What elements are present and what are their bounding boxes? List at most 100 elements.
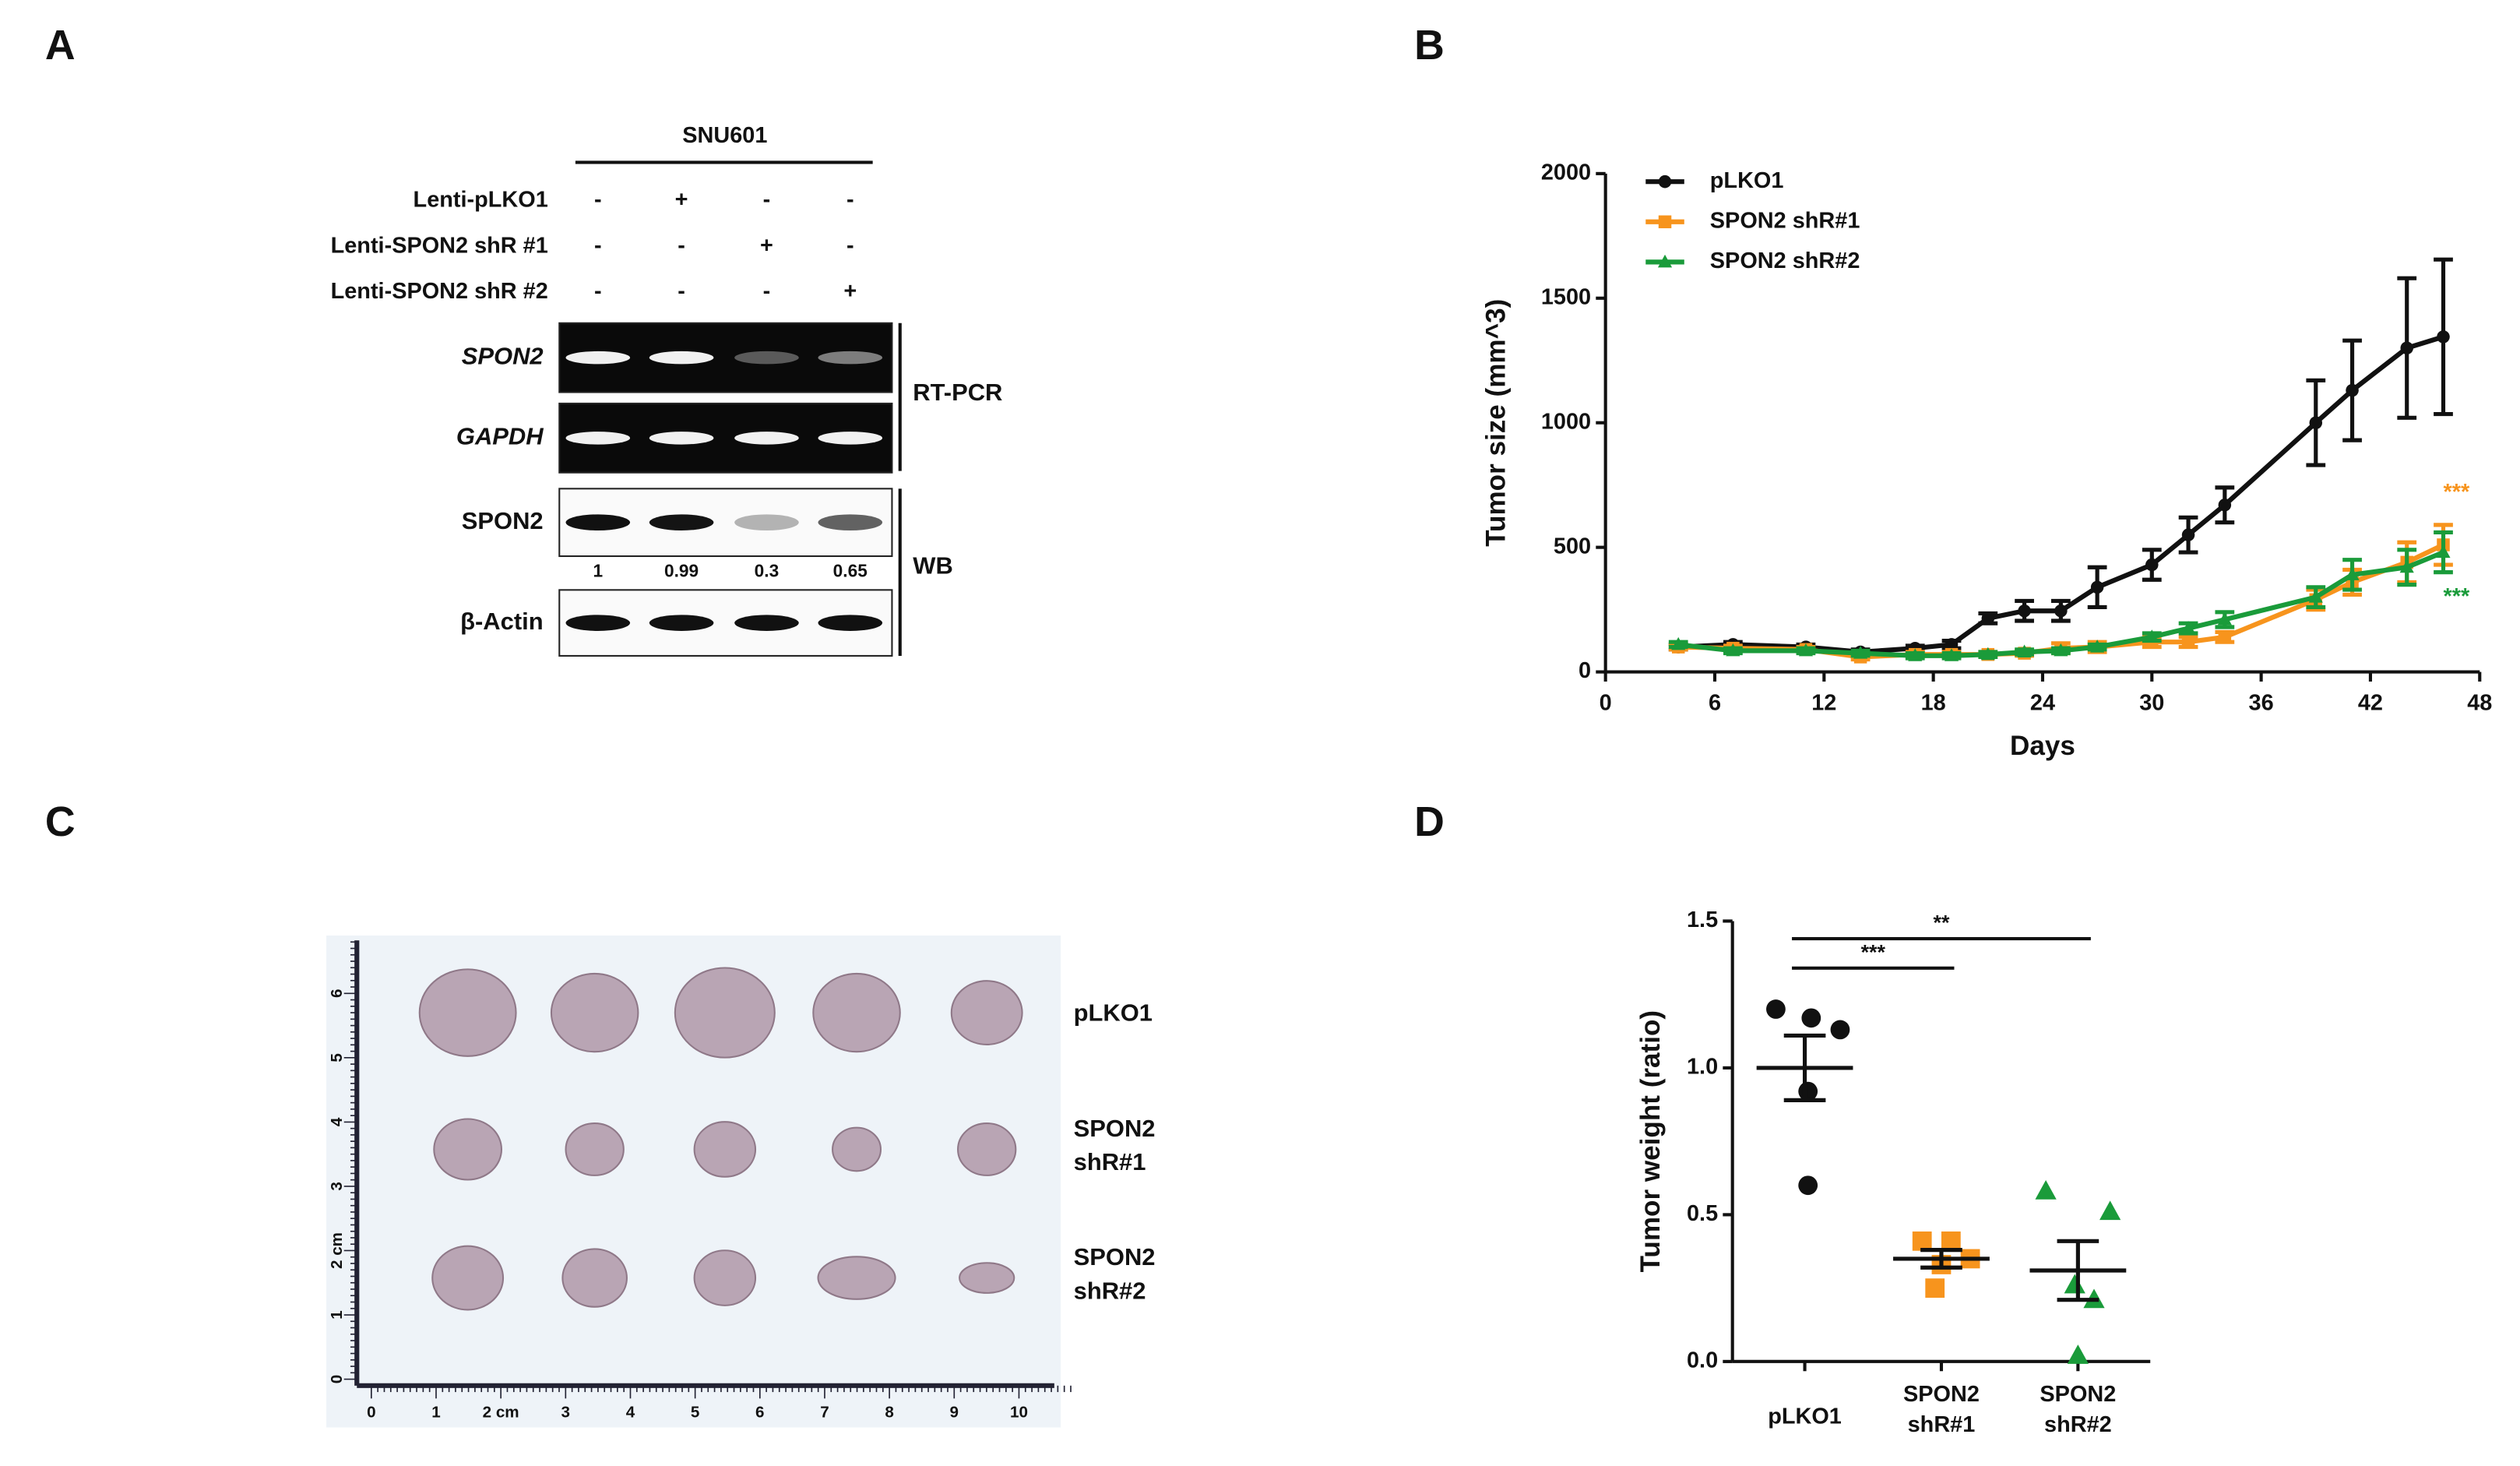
band: [734, 432, 799, 445]
quantification: 0.99: [664, 561, 699, 581]
marker: [1981, 611, 1995, 626]
marker: [2309, 416, 2323, 429]
marker: [1798, 1175, 1818, 1196]
y-tick-label: 1000: [1541, 409, 1591, 434]
quantification: 1: [593, 561, 603, 581]
ruler-label: 6: [328, 989, 346, 998]
ruler-label: 10: [1010, 1403, 1028, 1421]
marker: [1798, 643, 1814, 657]
tumor: [959, 1262, 1015, 1294]
band: [649, 432, 714, 445]
legend-label: SPON2 shR#1: [1710, 208, 1860, 233]
y-tick-label: 0.0: [1687, 1348, 1718, 1373]
ruler-label: 6: [755, 1403, 764, 1421]
tumor: [431, 1245, 505, 1311]
tumor: [693, 1249, 757, 1306]
marker: [2064, 1274, 2085, 1294]
band: [818, 514, 883, 530]
marker: [2308, 590, 2323, 603]
tumor: [812, 972, 901, 1053]
tumor: [674, 967, 776, 1059]
marker: [1766, 999, 1786, 1019]
marker: [1941, 1231, 1961, 1251]
marker: [1908, 648, 1923, 661]
condition-sign: -: [763, 279, 771, 304]
marker: [1657, 254, 1673, 268]
row-label: SPON2: [1074, 1115, 1156, 1142]
y-axis-label: Tumor weight (ratio): [1635, 1010, 1666, 1272]
x-tick-label: 30: [2139, 690, 2164, 715]
marker: [1853, 646, 1868, 659]
band: [565, 432, 631, 445]
band: [565, 514, 631, 530]
ruler-label: 9: [950, 1403, 959, 1421]
significance-label: ***: [1861, 940, 1886, 964]
ruler-label: 2 cm: [483, 1403, 519, 1421]
sem-bar: [1920, 1248, 1962, 1270]
legend-label: pLKO1: [1710, 168, 1784, 193]
marker: [1671, 636, 1686, 650]
marker: [2436, 544, 2451, 559]
ruler-label: 0: [367, 1403, 375, 1421]
panel-label: B: [1414, 22, 1445, 69]
x-tick-label: 36: [2249, 690, 2274, 715]
tumor: [957, 1122, 1017, 1176]
panel-label: D: [1414, 798, 1445, 845]
x-tick-label: 48: [2467, 690, 2492, 715]
marker: [2017, 644, 2032, 658]
group-label: RT-PCR: [913, 379, 1002, 406]
marker: [2099, 1200, 2121, 1221]
ruler-label: 1: [431, 1403, 440, 1421]
marker: [2054, 604, 2068, 618]
tumor: [832, 1126, 882, 1172]
marker: [1944, 648, 1959, 661]
y-tick-label: 1500: [1541, 284, 1591, 309]
x-tick-label: shR#1: [1908, 1412, 1976, 1437]
marker: [1830, 1020, 1850, 1040]
blot-label: GAPDH: [456, 423, 544, 450]
y-tick-label: 1.0: [1687, 1055, 1718, 1080]
x-axis-label: Days: [2010, 731, 2075, 761]
blot-label: SPON2: [462, 342, 544, 369]
marker: [2018, 604, 2031, 618]
marker: [2145, 629, 2159, 643]
ruler-label: 4: [626, 1403, 635, 1421]
marker: [2218, 630, 2232, 644]
marker: [2437, 330, 2450, 344]
quantification: 0.3: [755, 561, 780, 581]
tumor: [693, 1121, 757, 1178]
marker: [1658, 174, 1672, 189]
x-tick-label: 42: [2358, 690, 2383, 715]
marker: [1798, 1081, 1818, 1101]
marker: [2090, 640, 2105, 653]
y-tick-label: 1.5: [1687, 907, 1718, 932]
marker: [2346, 383, 2359, 397]
tumor: [561, 1248, 628, 1308]
marker: [2067, 1344, 2089, 1364]
condition-sign: -: [763, 188, 771, 213]
condition-sign: +: [675, 188, 688, 213]
marker: [2400, 341, 2413, 355]
x-tick-label: SPON2: [1903, 1382, 1980, 1407]
band: [649, 351, 714, 365]
condition-label: Lenti-SPON2 shR #2: [331, 279, 548, 304]
band: [818, 432, 883, 445]
ruler-label: 8: [885, 1403, 893, 1421]
marker: [1980, 647, 1995, 661]
condition-sign: -: [846, 233, 854, 258]
y-tick-label: 2000: [1541, 160, 1591, 185]
tumor: [817, 1256, 896, 1300]
y-tick-label: 0.5: [1687, 1201, 1718, 1226]
x-tick-label: 0: [1600, 690, 1612, 715]
condition-sign: -: [594, 279, 602, 304]
annotation: ***: [2443, 584, 2469, 609]
annotation: ***: [2443, 480, 2469, 505]
ruler-label: 0: [328, 1375, 346, 1383]
band: [734, 351, 799, 365]
marker: [2145, 558, 2159, 572]
x-tick-label: 24: [2030, 690, 2055, 715]
group-label: WB: [913, 552, 953, 580]
band: [734, 615, 799, 631]
x-tick-label: 18: [1921, 690, 1946, 715]
